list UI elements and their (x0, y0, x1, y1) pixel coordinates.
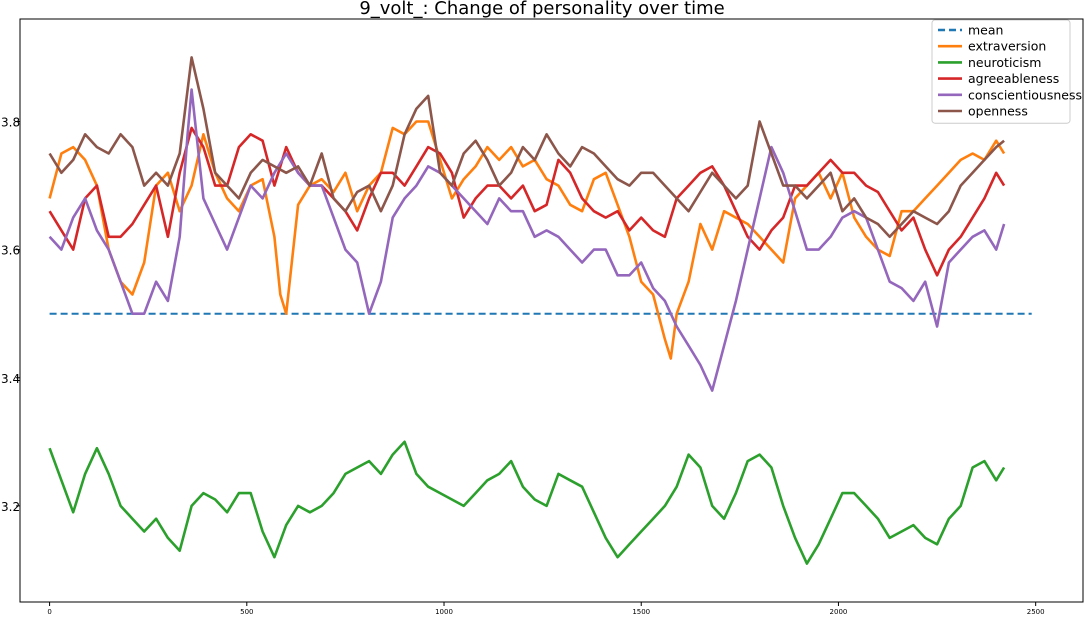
x-tick-label: 500 (240, 608, 253, 616)
y-tick-label: 3.2 (1, 500, 20, 514)
legend: meanextraversionneuroticismagreeableness… (931, 19, 1082, 124)
y-tick-label: 3.8 (1, 116, 20, 130)
legend-label-conscientiousness: conscientiousness (968, 87, 1082, 102)
x-tick-label: 1000 (435, 608, 453, 616)
y-tick-label: 3.4 (1, 372, 20, 386)
series-line-agreeableness (48, 126, 1006, 277)
legend-label-extraversion: extraversion (968, 39, 1046, 54)
legend-label-mean: mean (968, 23, 1003, 38)
series-line-conscientiousness (48, 88, 1006, 392)
x-tick-label: 1500 (632, 608, 650, 616)
y-tick-label: 3.6 (1, 244, 20, 258)
chart-title: 9_volt_: Change of personality over time (359, 0, 724, 19)
series-line-openness (48, 56, 1005, 239)
series-line-neuroticism (48, 440, 1006, 565)
legend-label-openness: openness (968, 104, 1028, 119)
legend-label-agreeableness: agreeableness (968, 71, 1059, 86)
plot-frame (19, 18, 1084, 603)
legend-label-neuroticism: neuroticism (968, 55, 1041, 70)
series-line-extraversion (48, 120, 1006, 360)
x-tick-label: 2500 (1027, 608, 1045, 616)
x-tick-label: 0 (47, 608, 51, 616)
x-tick-label: 2000 (830, 608, 848, 616)
legend-box (931, 19, 1071, 124)
